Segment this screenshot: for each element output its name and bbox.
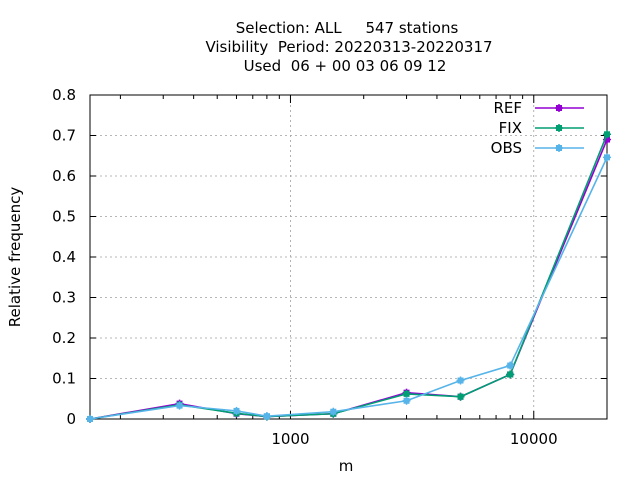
legend-marker-ref — [555, 104, 563, 112]
x-tick-label: 1000 — [271, 430, 309, 448]
grid — [90, 95, 607, 419]
data-point-obs — [603, 153, 611, 162]
legend-label-obs: OBS — [491, 139, 522, 157]
x-axis-label: m — [339, 457, 354, 475]
series-line-obs — [89, 157, 608, 420]
y-tick-label: 0.3 — [52, 289, 76, 307]
x-tick-label: 10000 — [510, 430, 558, 448]
plot-frame — [89, 94, 608, 420]
data-point-obs — [402, 396, 411, 405]
data-point-fix — [402, 389, 411, 398]
data-point-obs — [506, 361, 515, 370]
legend-label-ref: REF — [493, 99, 522, 117]
data-point-obs — [232, 406, 241, 415]
legend-label-fix: FIX — [499, 119, 522, 137]
data-point-obs — [456, 376, 465, 385]
legend: REF FIX OBS — [491, 99, 584, 157]
series-lines — [86, 130, 611, 423]
y-tick-label: 0.7 — [52, 127, 76, 145]
y-tick-label: 0.1 — [52, 370, 76, 388]
y-tick-label: 0 — [66, 410, 76, 428]
title-line-1: Selection: ALL 547 stations — [236, 19, 459, 37]
data-point-obs — [175, 401, 184, 410]
data-point-fix — [506, 370, 515, 379]
series-line-fix — [89, 133, 608, 420]
y-tick-label: 0.6 — [52, 167, 76, 185]
data-point-fix — [456, 392, 465, 401]
axis-ticks: 0 0.1 0.2 0.3 0.4 0.5 0.6 0.7 0.8 1000 10000 — [52, 86, 608, 448]
data-point-obs — [86, 415, 94, 423]
data-point-obs — [329, 407, 338, 416]
title-line-3: Used 06 + 00 03 06 09 12 — [244, 57, 447, 75]
legend-marker-obs — [555, 144, 563, 152]
series-line-ref — [89, 139, 608, 420]
y-axis-label: Relative frequency — [6, 187, 24, 328]
chart-title: Selection: ALL 547 stations Visibility P… — [205, 19, 492, 75]
data-point-fix — [603, 130, 611, 139]
y-tick-label: 0.4 — [52, 248, 76, 266]
legend-marker-fix — [555, 124, 563, 132]
y-tick-label: 0.8 — [52, 86, 76, 104]
y-tick-label: 0.2 — [52, 329, 76, 347]
data-point-obs — [262, 412, 271, 421]
y-tick-label: 0.5 — [52, 208, 76, 226]
title-line-2: Visibility Period: 20220313-20220317 — [205, 38, 492, 56]
